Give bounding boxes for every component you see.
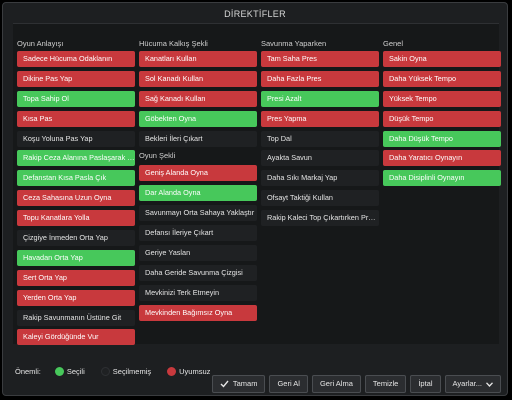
instruction-item[interactable]: Dar Alanda Oyna	[139, 185, 257, 202]
legend: Önemli: Seçili Seçilmemiş Uyumsuz	[15, 364, 220, 378]
clear-button[interactable]: Temizle	[364, 375, 407, 393]
window-title: DİREKTİFLER	[224, 9, 286, 19]
instruction-item[interactable]: Göbekten Oyna	[139, 110, 257, 127]
legend-unselected: Seçilmemiş	[100, 366, 152, 376]
legend-unselected-label: Seçilmemiş	[112, 366, 152, 376]
column-general: Genel Sakin Oyna Daha Yüksek Tempo Yüksek …	[383, 38, 501, 190]
green-dot-icon	[54, 366, 64, 376]
instruction-item[interactable]: Geniş Alanda Oyna	[139, 165, 257, 182]
instruction-item[interactable]: Daha Düşük Tempo	[383, 130, 501, 147]
instruction-item[interactable]: Sağ Kanadı Kullan	[139, 90, 257, 107]
instruction-item[interactable]: Daha Yaratıcı Oynayın	[383, 150, 501, 167]
instruction-item[interactable]: Düşük Tempo	[383, 110, 501, 127]
instruction-item[interactable]: Sert Orta Yap	[17, 269, 135, 286]
instruction-item[interactable]: Daha Fazla Pres	[261, 70, 379, 87]
instructions-panel: Oyun Anlayışı Sadece Hücuma Odaklanın Dik…	[13, 23, 501, 346]
instruction-item[interactable]: Topa Sahip Ol	[17, 90, 135, 107]
legend-selected-label: Seçili	[66, 366, 85, 376]
confirm-button[interactable]: Tamam	[211, 375, 266, 393]
instruction-item[interactable]: Savunmayı Orta Sahaya Yaklaştır	[139, 205, 257, 222]
column-heading: Genel	[383, 39, 404, 48]
instruction-item[interactable]: Daha Geride Savunma Çizgisi	[139, 264, 257, 281]
dark-dot-icon	[100, 366, 110, 376]
instruction-item[interactable]: Ayakta Savun	[261, 150, 379, 167]
cancel-button[interactable]: İptal	[410, 375, 441, 393]
check-icon	[220, 380, 229, 388]
instruction-item[interactable]: Çizgiye İnmeden Orta Yap	[17, 230, 135, 247]
instruction-item[interactable]: Sadece Hücuma Odaklanın	[17, 51, 135, 67]
instruction-item[interactable]: Yüksek Tempo	[383, 90, 501, 107]
column-attack-style: Hücuma Kalkış Şekli Kanatları Kullan Sol …	[139, 38, 257, 325]
column-heading: Savunma Yaparken	[261, 39, 327, 48]
instruction-item[interactable]: Bekleri İleri Çıkart	[139, 130, 257, 147]
instruction-item[interactable]: Kanatları Kullan	[139, 51, 257, 67]
column-mentality: Oyun Anlayışı Sadece Hücuma Odaklanın Dik…	[17, 38, 135, 349]
instruction-item[interactable]: Presi Azalt	[261, 90, 379, 107]
instruction-item[interactable]: Koşu Yoluna Pas Yap	[17, 130, 135, 147]
instruction-item[interactable]: Geriye Yaslan	[139, 245, 257, 262]
redo-button[interactable]: Geri Alma	[311, 375, 361, 393]
instruction-item[interactable]: Dikine Pas Yap	[17, 70, 135, 87]
instruction-item[interactable]: Kaleyi Gördüğünde Vur	[17, 329, 135, 346]
instruction-item[interactable]: Ofsayt Taktiği Kullan	[261, 190, 379, 207]
legend-selected: Seçili	[54, 366, 85, 376]
instruction-item[interactable]: Ceza Sahasına Uzun Oyna	[17, 190, 135, 207]
instructions-window: DİREKTİFLER Oyun Anlayışı Sadece Hücuma …	[2, 2, 508, 396]
instruction-item[interactable]: Daha Disiplinli Oynayın	[383, 170, 501, 187]
instruction-item[interactable]: Kısa Pas	[17, 110, 135, 127]
instruction-item[interactable]: Sol Kanadı Kullan	[139, 70, 257, 87]
instruction-item[interactable]: Defanstan Kısa Pasla Çık	[17, 170, 135, 187]
settings-dropdown[interactable]: Ayarlar...	[444, 375, 501, 393]
instruction-item[interactable]: Daha Sıkı Markaj Yap	[261, 170, 379, 187]
legend-label: Önemli:	[15, 366, 41, 376]
instruction-item[interactable]: Defansı İleriye Çıkart	[139, 225, 257, 242]
column-heading: Oyun Anlayışı	[17, 39, 64, 48]
instruction-item[interactable]: Rakip Ceza Alanına Paslaşarak Gir	[17, 150, 135, 167]
instruction-item[interactable]: Tam Saha Pres	[261, 51, 379, 67]
column-defending: Savunma Yaparken Tam Saha Pres Daha Fazla…	[261, 38, 379, 230]
instruction-item[interactable]: Havadan Orta Yap	[17, 249, 135, 266]
settings-label: Ayarlar...	[452, 379, 482, 388]
instruction-item[interactable]: Rakip Kaleci Top Çıkartırken Pres Yap	[261, 210, 379, 227]
instruction-item[interactable]: Yerden Orta Yap	[17, 289, 135, 306]
instruction-item[interactable]: Pres Yapma	[261, 110, 379, 127]
instruction-item[interactable]: Mevkinden Bağımsız Oyna	[139, 304, 257, 321]
legend-incompatible-label: Uyumsuz	[179, 366, 211, 376]
red-dot-icon	[167, 366, 177, 376]
legend-incompatible: Uyumsuz	[167, 366, 211, 376]
column-heading: Hücuma Kalkış Şekli	[139, 39, 208, 48]
confirm-label: Tamam	[232, 379, 258, 388]
instruction-item[interactable]: Rakip Savunmanın Üstüne Git	[17, 309, 135, 326]
undo-button[interactable]: Geri Al	[269, 375, 308, 393]
instruction-item[interactable]: Topu Kanatlara Yolla	[17, 210, 135, 227]
column-subheading: Oyun Şekli	[139, 151, 176, 161]
instruction-item[interactable]: Daha Yüksek Tempo	[383, 70, 501, 87]
instruction-item[interactable]: Sakin Oyna	[383, 51, 501, 67]
instruction-item[interactable]: Mevkinizi Terk Etmeyin	[139, 284, 257, 301]
instruction-item[interactable]: Top Dal	[261, 130, 379, 147]
chevron-down-icon	[486, 381, 493, 387]
button-bar: Tamam Geri Al Geri Alma Temizle İptal Ay…	[211, 375, 501, 393]
